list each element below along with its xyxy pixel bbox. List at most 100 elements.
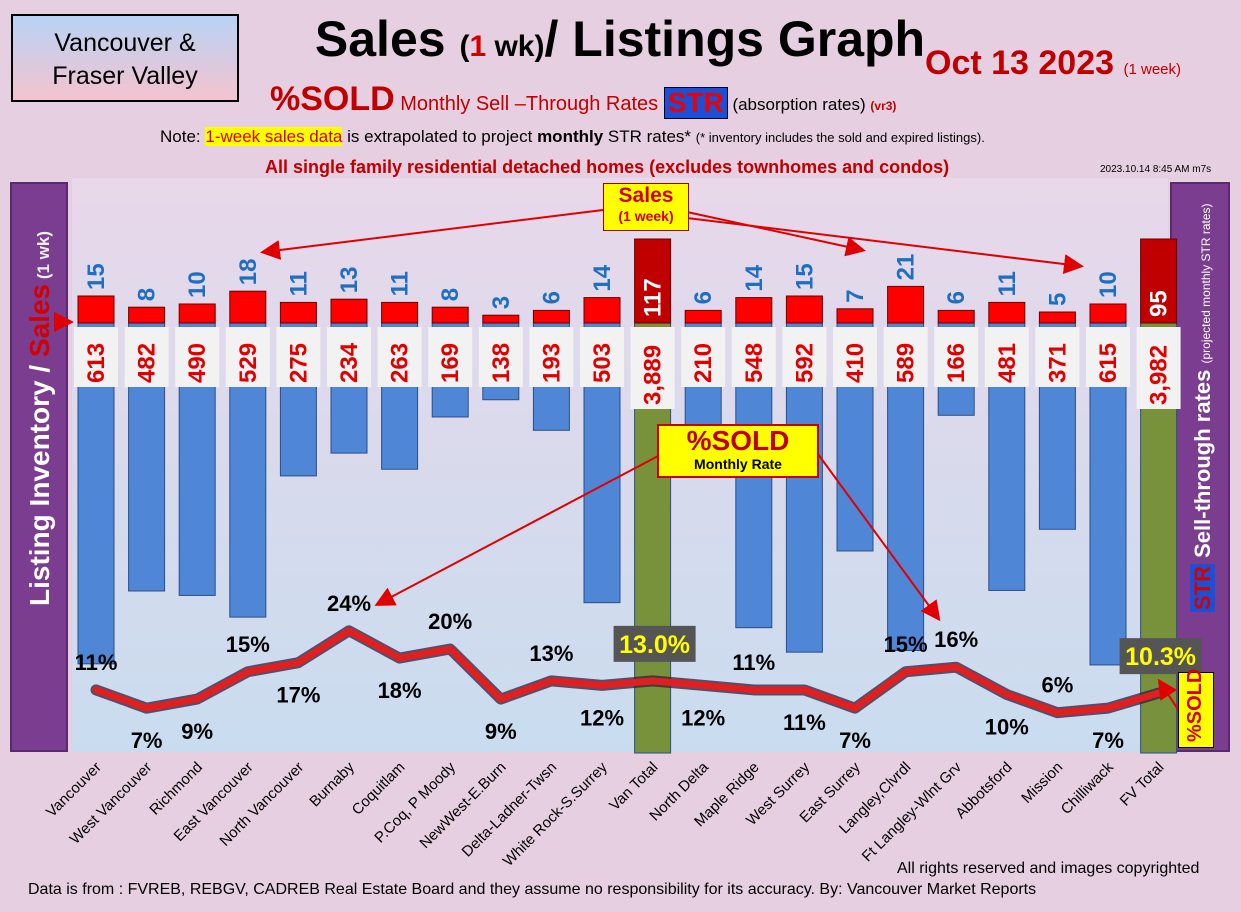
inventory-value-label: 166: [943, 343, 970, 383]
sales-value-label: 11: [387, 271, 414, 296]
inventory-value-label: 548: [741, 343, 768, 383]
inventory-value-label: 3,889: [640, 345, 667, 405]
inventory-value-label: 234: [336, 342, 363, 383]
sales-value-label: 8: [437, 288, 464, 301]
rate-value-label: 12%: [580, 705, 624, 730]
rate-value-label: 7%: [839, 728, 871, 753]
left-axis-slash: /: [24, 357, 55, 373]
inventory-value-label: 490: [184, 343, 211, 383]
sales-bar: [786, 296, 822, 323]
callout-arrow: [687, 212, 862, 250]
sold-tag-label: %SOLD: [1184, 669, 1207, 742]
left-axis-label: Listing Inventory / Sales (1 wk): [24, 231, 56, 606]
sales-bar: [685, 310, 721, 323]
title-part-c: 1: [469, 30, 486, 63]
left-axis-main: Listing Inventory: [24, 373, 55, 606]
inventory-value-label: 138: [488, 343, 515, 383]
region-box: Vancouver & Fraser Valley: [11, 14, 239, 102]
category-label: Chilliwack: [1058, 758, 1118, 818]
subtitle-absorption: (absorption rates): [728, 95, 871, 114]
rate-value-label: 11%: [732, 650, 775, 675]
sales-value-label: 95: [1146, 290, 1173, 317]
sales-bar: [483, 315, 519, 323]
sales-value-label: 7: [842, 289, 869, 302]
inventory-value-label: 3,982: [1146, 345, 1173, 405]
note-line: Note: 1-week sales data is extrapolated …: [160, 127, 985, 147]
sales-bar: [331, 299, 367, 323]
title-part-b: (: [459, 30, 469, 63]
sales-value-label: 13: [336, 266, 363, 293]
sales-value-label: 117: [640, 278, 667, 317]
sales-bar: [432, 307, 468, 323]
sales-bar: [382, 302, 418, 323]
timestamp: 2023.10.14 8:45 AM m7s: [1100, 164, 1211, 175]
sales-value-label: 5: [1044, 293, 1071, 306]
rate-value-label: 24%: [327, 591, 371, 616]
copyright: All rights reserved and images copyright…: [897, 860, 1199, 878]
total-rate-label: 10.3%: [1125, 643, 1196, 671]
date-text: Oct 13 2023: [925, 44, 1114, 82]
right-axis-main: Sell-through rates: [1190, 364, 1215, 558]
left-axis-sales: Sales: [24, 284, 55, 357]
sales-bar: [938, 310, 974, 323]
sales-bar: [230, 291, 266, 323]
rate-value-label: 17%: [276, 683, 320, 708]
sales-bar: [584, 298, 620, 323]
sales-value-label: 6: [538, 291, 565, 304]
subtitle-mid: Monthly Sell –Through Rates: [395, 93, 664, 115]
inventory-value-label: 529: [235, 343, 262, 383]
sales-value-label: 11: [285, 271, 312, 296]
subtitle-str-badge: STR: [664, 87, 728, 119]
sales-value-label: 10: [1095, 271, 1122, 298]
inventory-value-label: 210: [690, 343, 717, 383]
sales-callout: Sales (1 week): [603, 183, 689, 231]
sales-value-label: 11: [994, 271, 1021, 296]
sold-callout-title: %SOLD: [659, 426, 817, 456]
sales-bar: [280, 302, 316, 323]
sales-value-label: 21: [893, 254, 920, 281]
region-line-1: Vancouver &: [13, 27, 237, 60]
rate-value-label: 11%: [783, 710, 826, 735]
note-small: (* inventory includes the sold and expir…: [696, 130, 985, 145]
rate-value-label: 16%: [934, 627, 978, 652]
inventory-value-label: 482: [134, 343, 161, 383]
inventory-value-label: 263: [387, 343, 414, 383]
sales-bar: [179, 304, 215, 323]
left-axis-unit: (1 wk): [34, 231, 53, 284]
sales-value-label: 18: [235, 258, 262, 285]
rate-value-label: 9%: [181, 719, 213, 744]
rate-value-label: 7%: [1092, 728, 1124, 753]
note-highlight: 1-week sales data: [205, 127, 342, 146]
note-mid: is extrapolated to project: [342, 127, 537, 146]
rate-value-label: 11%: [75, 650, 118, 675]
note-pre: Note:: [160, 127, 205, 146]
source-note: Data is from : FVREB, REBGV, CADREB Real…: [28, 881, 1036, 899]
chart-title: Sales (1 wk)/ Listings Graph: [250, 10, 990, 68]
category-label: NewWest-E.Burn: [416, 759, 509, 852]
sales-value-label: 3: [488, 296, 515, 309]
report-date: Oct 13 2023 (1 week): [925, 44, 1181, 83]
inventory-value-label: 169: [437, 343, 464, 383]
inventory-value-label: 481: [994, 343, 1021, 383]
subtitle-version: (vr3): [870, 99, 896, 113]
subtitle-sold: %SOLD: [270, 80, 395, 118]
note-post: STR rates*: [603, 127, 696, 146]
sales-bar: [736, 298, 772, 323]
rate-value-label: 18%: [378, 678, 422, 703]
sales-bar: [1090, 304, 1126, 323]
sales-callout-title: Sales: [604, 184, 688, 208]
sales-value-label: 14: [741, 264, 768, 291]
category-label: Mission: [1018, 759, 1066, 807]
note-bold: monthly: [537, 127, 603, 146]
category-label: Burnaby: [306, 758, 358, 810]
category-label: FV Total: [1117, 759, 1168, 810]
rate-value-label: 9%: [485, 719, 517, 744]
scope-line: All single family residential detached h…: [265, 157, 949, 178]
sales-value-label: 8: [134, 288, 161, 301]
inventory-value-label: 193: [538, 343, 565, 383]
rate-value-label: 6%: [1042, 673, 1074, 698]
rate-value-label: 7%: [131, 728, 163, 753]
region-line-2: Fraser Valley: [13, 60, 237, 93]
inventory-value-label: 589: [893, 343, 920, 383]
sold-callout: %SOLD Monthly Rate: [657, 424, 819, 478]
